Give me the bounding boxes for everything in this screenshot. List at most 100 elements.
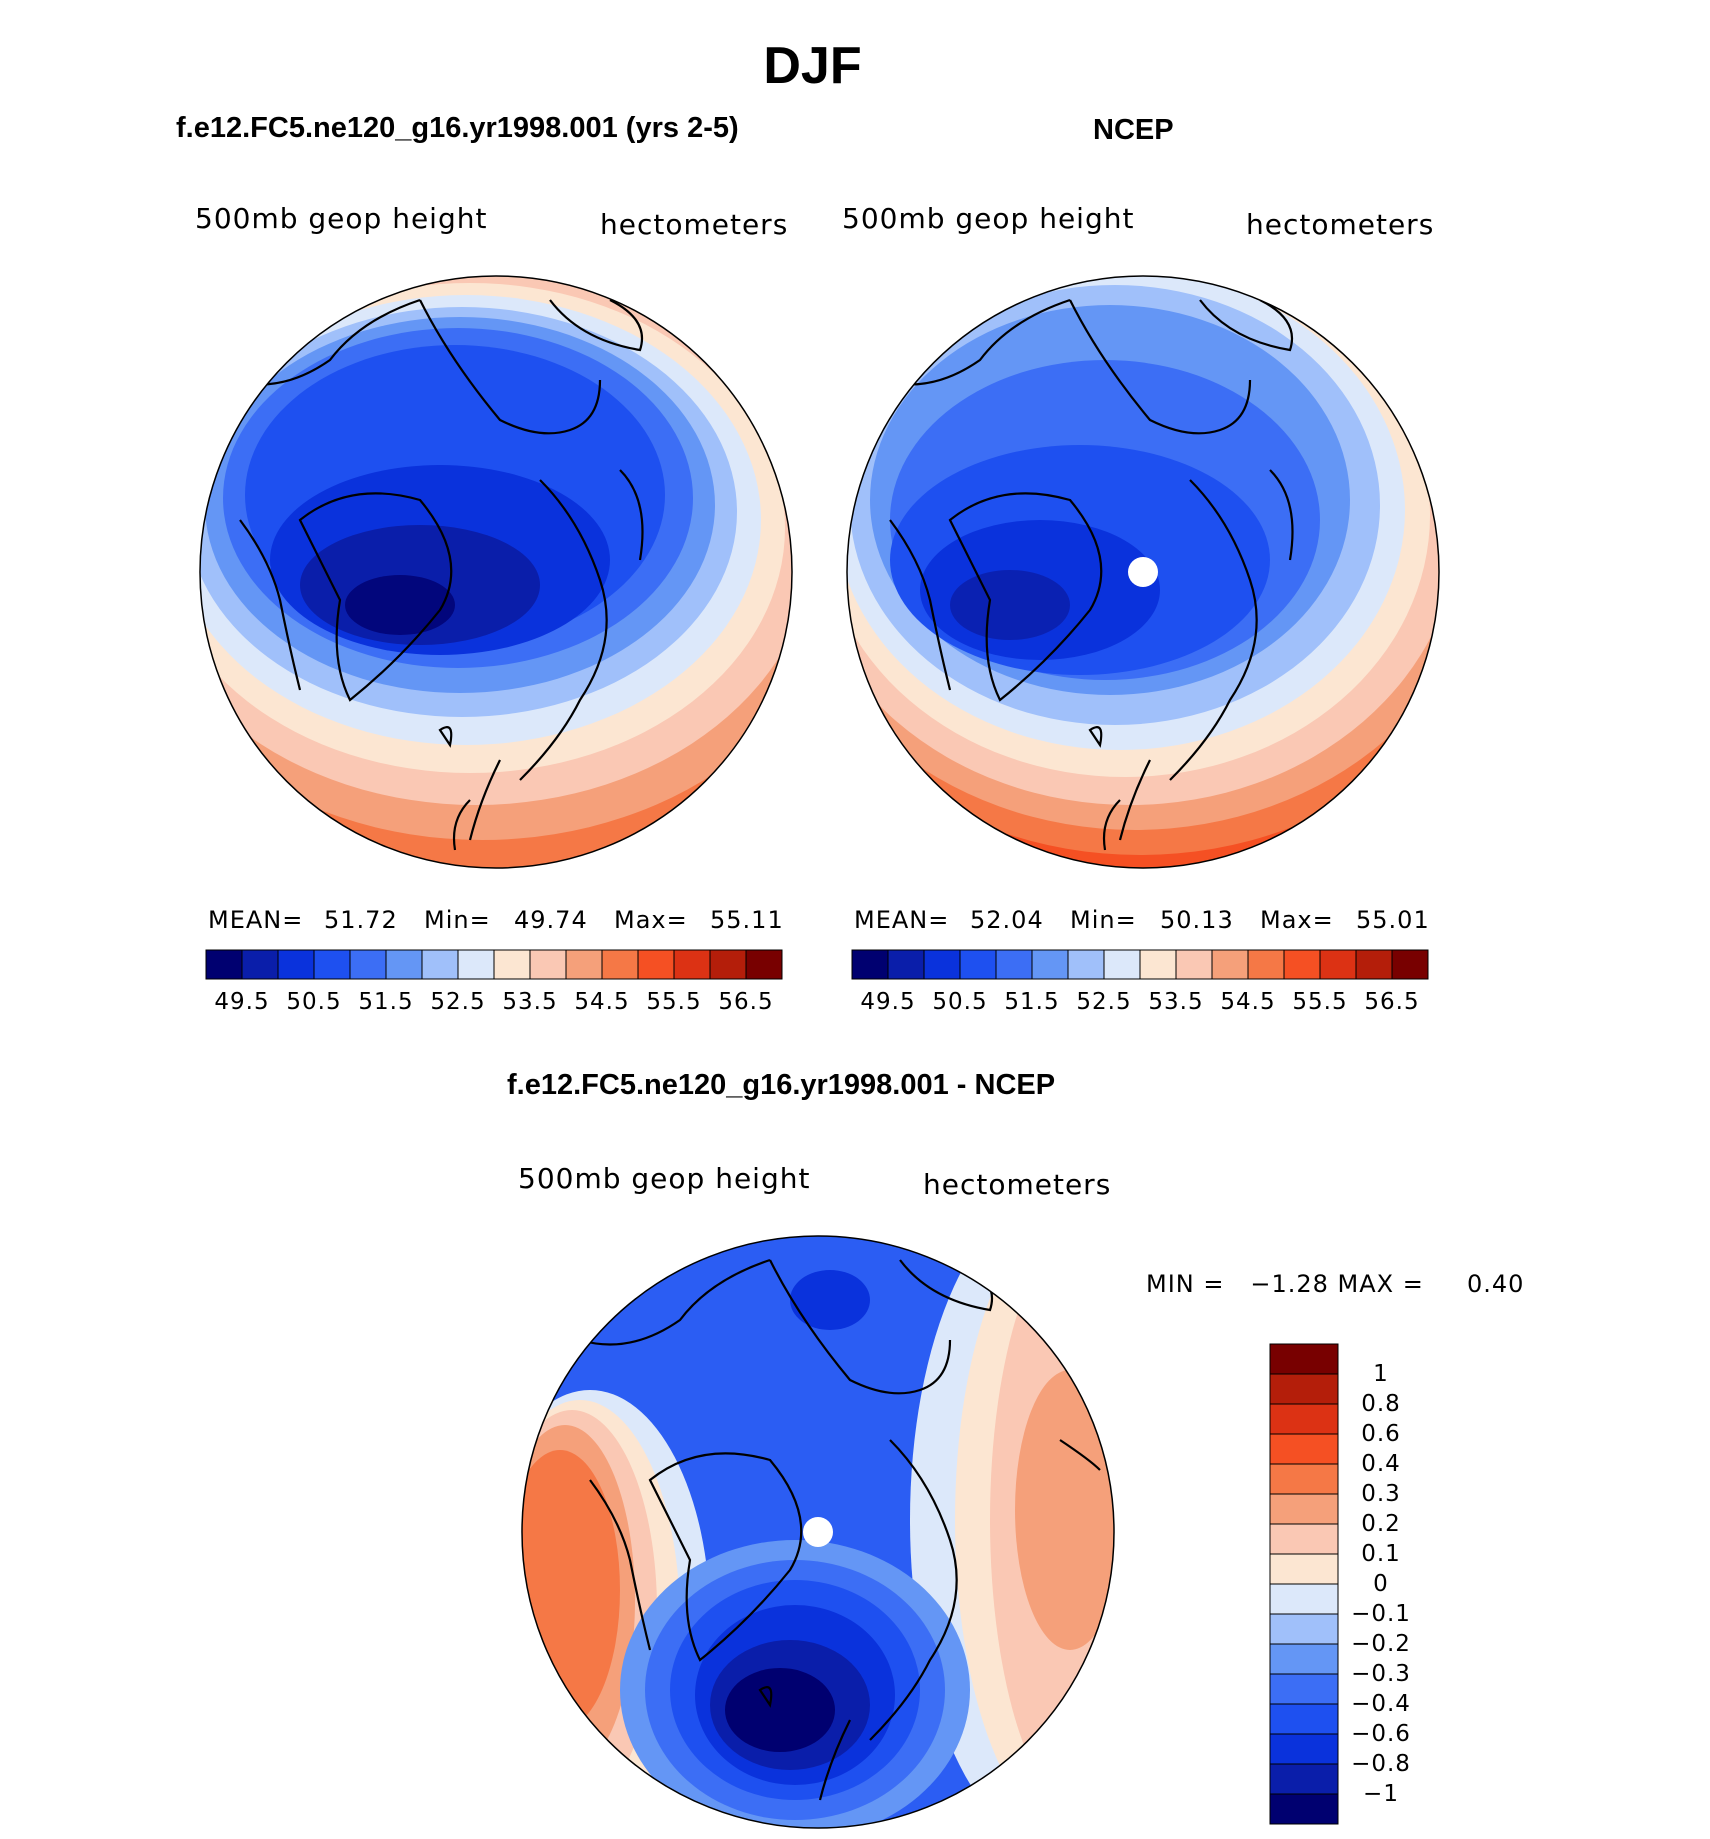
colorbar-swatch [1139, 949, 1177, 980]
colorbar-tick-label: 0 [1373, 1571, 1389, 1597]
colorbar-swatch [1247, 949, 1285, 980]
colorbar-swatch [1269, 1733, 1339, 1765]
colorbar-swatch [349, 949, 387, 980]
model-max-value: 55.11 [710, 906, 784, 934]
model-variable-label: 500mb geop height [195, 202, 488, 235]
colorbar-swatch [313, 949, 351, 980]
colorbar-swatch [1103, 949, 1141, 980]
colorbar-swatch [1391, 949, 1429, 980]
model-max-label: Max= [614, 906, 688, 934]
colorbar-swatch [529, 949, 567, 980]
obs-pole-marker [1128, 557, 1158, 587]
colorbar-swatch [1269, 1433, 1339, 1465]
diff-contour-map [522, 1236, 1114, 1828]
colorbar-swatch [1269, 1493, 1339, 1525]
obs-max-label: Max= [1260, 906, 1334, 934]
colorbar-swatch [241, 949, 279, 980]
colorbar-swatch [1031, 949, 1069, 980]
colorbar-swatch [1269, 1373, 1339, 1405]
colorbar-swatch [1269, 1523, 1339, 1555]
colorbar-tick-label: 0.1 [1361, 1541, 1401, 1567]
colorbar-tick-label: 50.5 [286, 989, 342, 1015]
obs-panel-title: NCEP [1093, 114, 1174, 146]
colorbar-tick-label: 51.5 [358, 989, 414, 1015]
colorbar-tick-label: 49.5 [214, 989, 270, 1015]
obs-variable-label: 500mb geop height [842, 202, 1135, 235]
diff-minmax-text: MIN = −1.28 MAX = 0.40 [1146, 1270, 1525, 1298]
diff-colorbar [1269, 1343, 1339, 1825]
colorbar-swatch [1269, 1463, 1339, 1495]
obs-units-label: hectometers [1246, 208, 1435, 241]
obs-max-value: 55.01 [1356, 906, 1430, 934]
colorbar-swatch [1067, 949, 1105, 980]
obs-colorbar [851, 949, 1429, 980]
colorbar-tick-label: 55.5 [646, 989, 702, 1015]
colorbar-swatch [959, 949, 997, 980]
colorbar-swatch [1319, 949, 1357, 980]
colorbar-tick-label: 54.5 [574, 989, 630, 1015]
colorbar-tick-label: 50.5 [932, 989, 988, 1015]
colorbar-tick-label: −0.3 [1351, 1661, 1411, 1687]
obs-mean-label: MEAN= [854, 906, 950, 934]
colorbar-swatch [1269, 1703, 1339, 1735]
colorbar-tick-label: 53.5 [1148, 989, 1204, 1015]
colorbar-swatch [1269, 1763, 1339, 1795]
colorbar-tick-label: 52.5 [1076, 989, 1132, 1015]
model-colorbar [205, 949, 783, 980]
colorbar-swatch [1269, 1553, 1339, 1585]
colorbar-swatch [923, 949, 961, 980]
colorbar-swatch [637, 949, 675, 980]
colorbar-tick-label: 1 [1373, 1361, 1389, 1387]
obs-min-label: Min= [1070, 906, 1137, 934]
colorbar-swatch [1269, 1643, 1339, 1675]
model-units-label: hectometers [600, 208, 789, 241]
colorbar-tick-label: 0.4 [1361, 1451, 1401, 1477]
colorbar-swatch [1211, 949, 1249, 980]
colorbar-swatch [565, 949, 603, 980]
colorbar-swatch [1175, 949, 1213, 980]
colorbar-tick-label: 0.6 [1361, 1421, 1401, 1447]
diff-variable-label: 500mb geop height [518, 1162, 811, 1195]
colorbar-tick-label: −0.2 [1351, 1631, 1411, 1657]
diff-units-label: hectometers [923, 1168, 1112, 1201]
colorbar-tick-label: 54.5 [1220, 989, 1276, 1015]
diff-panel-title: f.e12.FC5.ne120_g16.yr1998.001 - NCEP [507, 1069, 1056, 1101]
model-contour-map [200, 276, 792, 868]
colorbar-swatch [457, 949, 495, 980]
colorbar-swatch [277, 949, 315, 980]
colorbar-tick-label: −0.6 [1351, 1721, 1411, 1747]
obs-min-value: 50.13 [1160, 906, 1234, 934]
colorbar-swatch [1283, 949, 1321, 980]
colorbar-tick-label: 0.3 [1361, 1481, 1401, 1507]
colorbar-swatch [1269, 1583, 1339, 1615]
colorbar-tick-label: 55.5 [1292, 989, 1348, 1015]
colorbar-tick-label: 52.5 [430, 989, 486, 1015]
colorbar-swatch [851, 949, 889, 980]
colorbar-swatch [1269, 1793, 1339, 1825]
model-min-label: Min= [424, 906, 491, 934]
colorbar-swatch [709, 949, 747, 980]
colorbar-tick-label: 0.8 [1361, 1391, 1401, 1417]
colorbar-swatch [887, 949, 925, 980]
colorbar-swatch [1355, 949, 1393, 980]
colorbar-tick-label: 56.5 [1364, 989, 1420, 1015]
colorbar-swatch [421, 949, 459, 980]
colorbar-swatch [1269, 1673, 1339, 1705]
model-mean-value: 51.72 [324, 906, 398, 934]
colorbar-swatch [995, 949, 1033, 980]
diff-pole-marker [803, 1517, 833, 1547]
colorbar-tick-label: 51.5 [1004, 989, 1060, 1015]
page-title: DJF [763, 37, 862, 95]
obs-contour-map [847, 276, 1439, 868]
colorbar-swatch [1269, 1403, 1339, 1435]
colorbar-swatch [1269, 1343, 1339, 1375]
colorbar-tick-label: 0.2 [1361, 1511, 1401, 1537]
colorbar-tick-label: 53.5 [502, 989, 558, 1015]
colorbar-tick-label: −0.8 [1351, 1751, 1411, 1777]
model-mean-label: MEAN= [208, 906, 304, 934]
colorbar-swatch [601, 949, 639, 980]
colorbar-tick-label: 56.5 [718, 989, 774, 1015]
colorbar-swatch [205, 949, 243, 980]
colorbar-tick-label: −0.4 [1351, 1691, 1411, 1717]
